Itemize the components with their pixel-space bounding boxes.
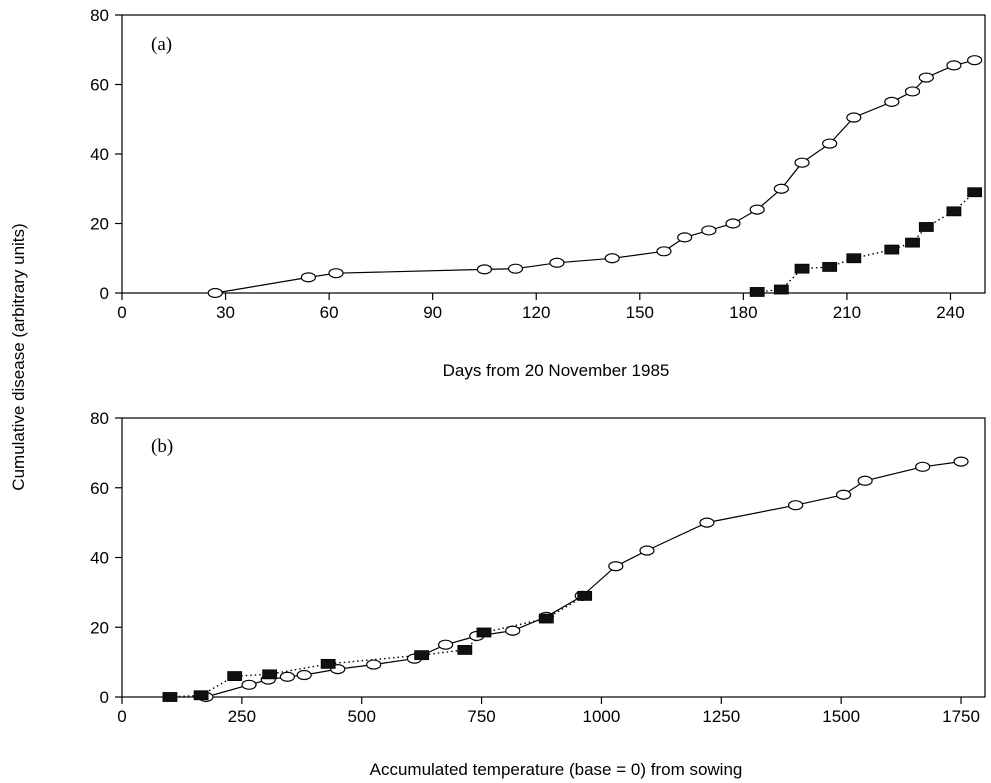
panel-a-circle-series-point (207, 287, 223, 299)
panel-a-circle-series-point (749, 204, 765, 215)
panel-b-square-series-point (476, 627, 492, 638)
panel-a-circle-series-point (967, 55, 983, 66)
panel-b-x-tick-label: 500 (348, 707, 376, 726)
panel-a-x-axis-label: Days from 20 November 1985 (443, 361, 670, 380)
panel-a-y-tick-label: 60 (90, 76, 109, 95)
panel-b-square-series-point (457, 645, 473, 655)
panel-a-square-series-line (757, 191, 976, 293)
panel-a-circle-series-point (507, 263, 524, 274)
panel-a-y-tick-label: 0 (100, 284, 109, 303)
panel-b-circle-series-point (639, 545, 655, 556)
panel-a-circle-series-point (604, 253, 620, 264)
panel-a-y-tick-label: 20 (90, 215, 109, 234)
panel-a-square-series-point (773, 284, 789, 295)
panel-b-x-tick-label: 750 (467, 707, 495, 726)
panel-a-y-tick-label: 40 (90, 145, 109, 164)
panel-a-circle-series-point (904, 86, 921, 97)
panel-b-circle-series-point (699, 517, 715, 528)
panel-b-circle-series-point (366, 659, 382, 670)
panel-b-x-tick-label: 1000 (583, 707, 621, 726)
panel-b-x-axis-label: Accumulated temperature (base = 0) from … (370, 760, 743, 779)
panel-a-circle-series-point (549, 257, 565, 268)
panel-b-circle-series-point (438, 639, 454, 650)
panel-a-plot-frame (121, 14, 986, 294)
panel-b-plot-frame (121, 417, 986, 698)
panel-a-y-tick-label: 80 (90, 6, 109, 25)
panel-b-circle-series-point (505, 625, 521, 636)
panel-a-square-series-point (918, 222, 934, 232)
panel-a-circle-series-point (773, 183, 789, 194)
panel-b-square-series-point (193, 690, 209, 701)
panel-a-circle-series-point (328, 268, 344, 279)
panel-a-square-series-point (967, 187, 983, 198)
panel-a-x-tick-label: 180 (729, 303, 757, 322)
panel-b-square-series-point (538, 613, 554, 624)
panel-a-square-series-point (822, 262, 838, 272)
panel-a-square-series-point (946, 206, 962, 217)
panel-b-circle-series-point (279, 671, 296, 682)
panel-b-square-series-line (169, 595, 586, 698)
panel-a-circle-series-point (677, 232, 693, 243)
panel-b-tag: (b) (151, 436, 173, 457)
panel-a-x-tick-label: 30 (216, 303, 235, 322)
panel-b-square-series-point (262, 669, 278, 680)
panel-b-x-tick-label: 1500 (822, 707, 860, 726)
panel-a-circle-series-point (946, 60, 962, 71)
panel-a-square-series-point (846, 253, 862, 264)
panel-b-circle-series-point (953, 456, 969, 467)
panel-b-circle-series-point (835, 489, 852, 500)
panel-b-circle-series-point (296, 669, 312, 681)
panel-b-y-tick-label: 40 (90, 549, 109, 568)
panel-a-circle-series-point (822, 138, 838, 149)
panel-b-x-tick-label: 250 (228, 707, 256, 726)
panel-a-x-tick-label: 150 (626, 303, 654, 322)
panel-a-circle-series-point (701, 225, 717, 236)
panel-a-square-series-point (884, 244, 900, 255)
panel-a-tag: (a) (151, 34, 172, 55)
panel-a-circle-series-point (476, 264, 493, 275)
panel-b-y-tick-label: 0 (100, 688, 109, 707)
panel-a-circle-series-point (918, 72, 934, 83)
panel-b-circle-series-point (915, 461, 931, 472)
panel-a-circle-series-point (846, 112, 862, 123)
panel-a-x-tick-label: 120 (522, 303, 550, 322)
panel-b-y-tick-label: 60 (90, 479, 109, 498)
panel-a-circle-series-point (656, 246, 672, 257)
panel-a-circle-series-point (300, 272, 317, 283)
panel-b-square-series-point (320, 658, 336, 669)
panel-b: (b) Accumulated temperature (base = 0) f… (90, 409, 986, 779)
panel-a-x-tick-label: 210 (833, 303, 861, 322)
panel-b-y-tick-label: 80 (90, 409, 109, 428)
panel-a-x-tick-label: 0 (117, 303, 126, 322)
panel-a-x-tick-label: 240 (936, 303, 964, 322)
panel-b-x-tick-label: 1250 (702, 707, 740, 726)
panel-a-circle-series-point (884, 96, 900, 107)
panel-b-square-series-point (414, 650, 430, 661)
panel-a-circle-series-point (725, 218, 741, 229)
panel-a-x-tick-label: 90 (423, 303, 442, 322)
panel-a: (a) Days from 20 November 1985 0 30 60 90 12… (90, 6, 986, 380)
panel-a-square-series-point (905, 237, 920, 248)
panel-a-circle-series-point (794, 157, 810, 168)
panel-a-square-series-point (749, 287, 765, 297)
panel-b-circle-series-point (857, 475, 873, 486)
panel-b-square-series-point (227, 671, 243, 681)
panel-a-square-series-point (794, 263, 810, 274)
panel-b-y-tick-label: 20 (90, 618, 109, 637)
panel-b-x-tick-label: 0 (117, 707, 126, 726)
y-axis-label: Cumulative disease (arbitrary units) (9, 223, 28, 490)
panel-b-circle-series-point (241, 679, 257, 690)
panel-b-x-tick-label: 1750 (942, 707, 980, 726)
panel-b-square-series-point (162, 692, 178, 702)
panel-a-x-tick-label: 60 (320, 303, 339, 322)
panel-b-circle-series-point (608, 561, 624, 572)
panel-b-circle-series-point (788, 500, 804, 511)
panel-b-square-series-point (577, 590, 593, 601)
